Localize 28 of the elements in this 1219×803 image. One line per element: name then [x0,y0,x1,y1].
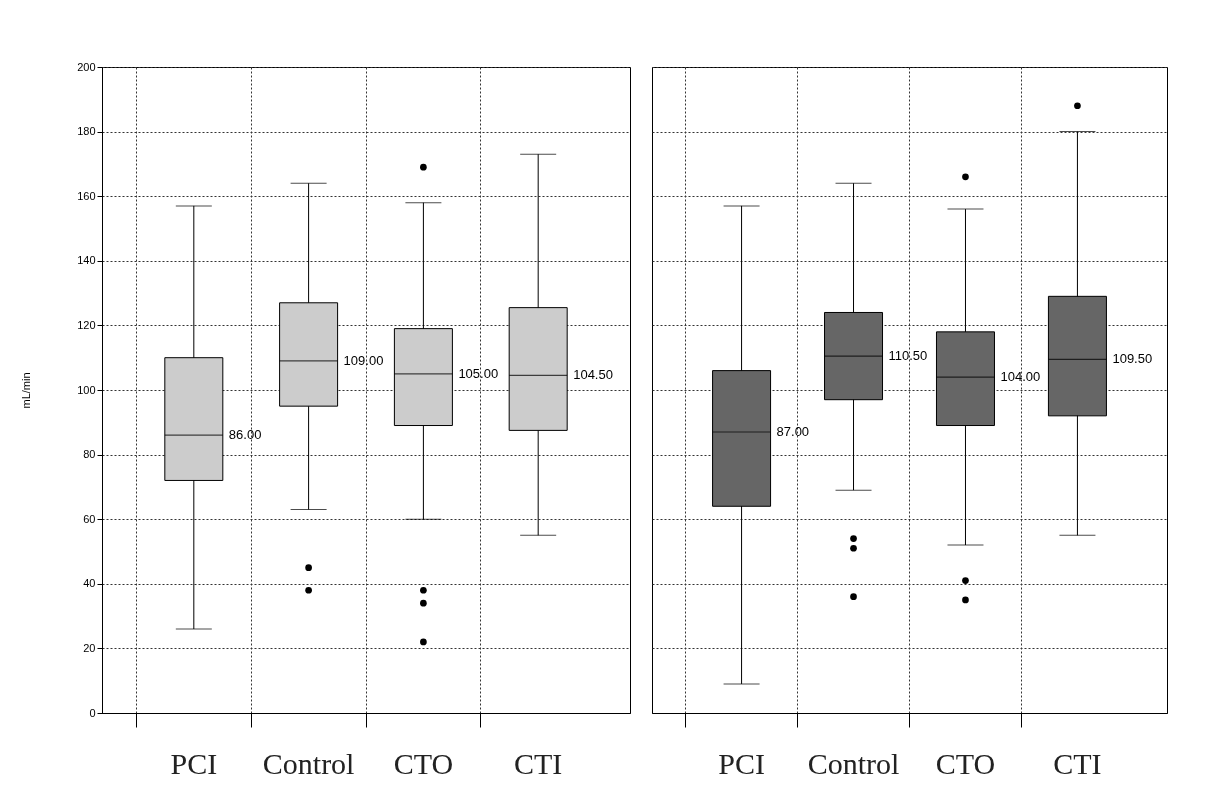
x-tick-label: CTI [1053,746,1102,780]
y-tick-label: 0 [89,706,96,719]
x-tick-label: CTO [393,746,454,780]
y-tick-label: 160 [77,189,96,202]
x-tick-label: CTO [935,746,996,780]
annotation: 109.50 [1112,351,1153,367]
y-tick-label: 60 [83,512,96,525]
y-tick-label: 20 [83,641,96,654]
annotation: 104.50 [573,367,613,383]
y-tick-label: 140 [77,254,96,267]
annotation: 104.00 [1000,369,1041,385]
x-tick-label: Control [807,746,900,780]
y-tick-label: 180 [77,125,96,138]
y-tick-label: 40 [83,577,96,590]
annotation: 105.00 [458,365,499,381]
y-axis-title: mL/min [20,372,33,409]
y-tick-label: 80 [83,448,96,461]
annotation: 87.00 [776,423,810,439]
y-tick-label: 100 [77,383,96,396]
y-tick-label: 120 [77,318,96,331]
annotation: 109.00 [343,352,384,368]
x-tick-label: PCI [718,746,765,780]
x-tick-label: PCI [170,746,218,780]
annotation: 86.00 [228,427,262,443]
x-tick-label: Control [262,746,355,780]
annotation: 110.50 [888,348,928,364]
y-tick-label: 200 [77,60,96,73]
x-tick-label: CTI [514,746,563,780]
